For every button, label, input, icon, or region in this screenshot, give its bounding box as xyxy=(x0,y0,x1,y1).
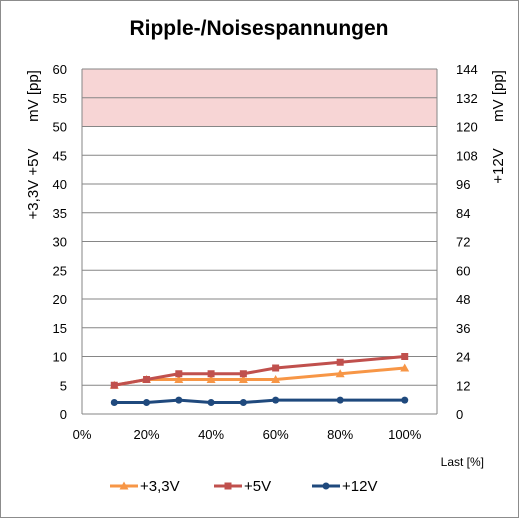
x-tick-label: 40% xyxy=(198,427,224,442)
series-line xyxy=(114,398,405,404)
y-right-tick-label: 84 xyxy=(456,206,470,221)
y-axis-right-unit-label: mV [pp] xyxy=(490,70,507,122)
y-left-tick-label: 0 xyxy=(60,407,67,422)
y-right-tick-label: 108 xyxy=(456,148,478,163)
data-point xyxy=(272,396,280,404)
y-right-tick-label: 36 xyxy=(456,321,470,336)
legend-item: +5V xyxy=(214,478,271,495)
series-1 xyxy=(110,353,409,389)
x-axis-title: Last [%] xyxy=(441,455,484,469)
y-right-tick-label: 12 xyxy=(456,378,470,393)
data-point xyxy=(336,358,344,366)
legend-item: +12V xyxy=(312,478,377,495)
data-point xyxy=(143,399,151,406)
x-tick-label: 60% xyxy=(263,427,289,442)
data-point xyxy=(110,399,118,406)
y-left-tick-label: 55 xyxy=(53,91,67,106)
y-left-tick-label: 20 xyxy=(53,292,67,307)
data-point xyxy=(239,399,247,406)
data-point xyxy=(207,370,215,378)
x-tick-label: 0% xyxy=(73,427,92,442)
y-left-tick-label: 25 xyxy=(53,263,67,278)
data-point xyxy=(174,375,184,383)
y-right-tick-label: 144 xyxy=(456,62,478,77)
y-right-tick-label: 0 xyxy=(456,407,463,422)
data-point xyxy=(206,375,216,383)
data-point xyxy=(336,396,344,404)
y-right-tick-label: 48 xyxy=(456,292,470,307)
y-left-tick-label: 60 xyxy=(53,62,67,77)
x-tick-label: 20% xyxy=(134,427,160,442)
data-point xyxy=(143,376,151,383)
data-point xyxy=(401,396,409,404)
legend-marker xyxy=(224,482,232,490)
legend-marker xyxy=(119,481,129,490)
y-left-tick-label: 40 xyxy=(53,177,67,192)
legend-label: +3,3V xyxy=(140,478,180,495)
y-left-tick-label: 5 xyxy=(60,378,67,393)
y-right-tick-label: 60 xyxy=(456,263,470,278)
y-right-tick-label: 72 xyxy=(456,235,470,250)
data-point xyxy=(175,396,183,404)
y-left-tick-label: 35 xyxy=(53,206,67,221)
series-line xyxy=(114,355,405,387)
x-tick-label: 80% xyxy=(327,427,353,442)
data-point xyxy=(271,375,281,383)
y-left-tick-label: 15 xyxy=(53,321,67,336)
x-tick-label: 100% xyxy=(388,427,422,442)
legend: +3,3V +5V +12V xyxy=(110,478,377,495)
y-left-tick-label: 30 xyxy=(53,235,67,250)
y-left-tick-label: 10 xyxy=(53,350,67,365)
data-point xyxy=(239,370,247,378)
data-point xyxy=(335,369,345,378)
data-point xyxy=(400,363,410,372)
legend-label: +5V xyxy=(244,478,271,495)
legend-marker xyxy=(322,482,330,490)
y-right-tick-label: 120 xyxy=(456,120,478,135)
y-right-tick-label: 132 xyxy=(456,91,478,106)
data-point xyxy=(401,353,409,360)
legend-item: +3,3V xyxy=(110,478,180,495)
data-point xyxy=(272,364,280,372)
y-axis-left-voltage-label: +3,3V +5V xyxy=(25,149,42,220)
data-point xyxy=(207,399,215,406)
y-axis-left-unit-label: mV [pp] xyxy=(25,70,42,122)
data-point xyxy=(175,370,183,378)
series-2 xyxy=(110,396,409,406)
data-point xyxy=(238,375,248,383)
y-left-tick-label: 50 xyxy=(53,120,67,135)
y-right-tick-label: 96 xyxy=(456,177,470,192)
y-right-tick-label: 24 xyxy=(456,350,470,365)
data-point xyxy=(110,381,118,389)
chart-title: Ripple-/Noisespannungen xyxy=(129,17,388,40)
y-left-tick-label: 45 xyxy=(53,148,67,163)
legend-label: +12V xyxy=(342,478,377,495)
y-axis-right-voltage-label: +12V xyxy=(490,148,507,183)
